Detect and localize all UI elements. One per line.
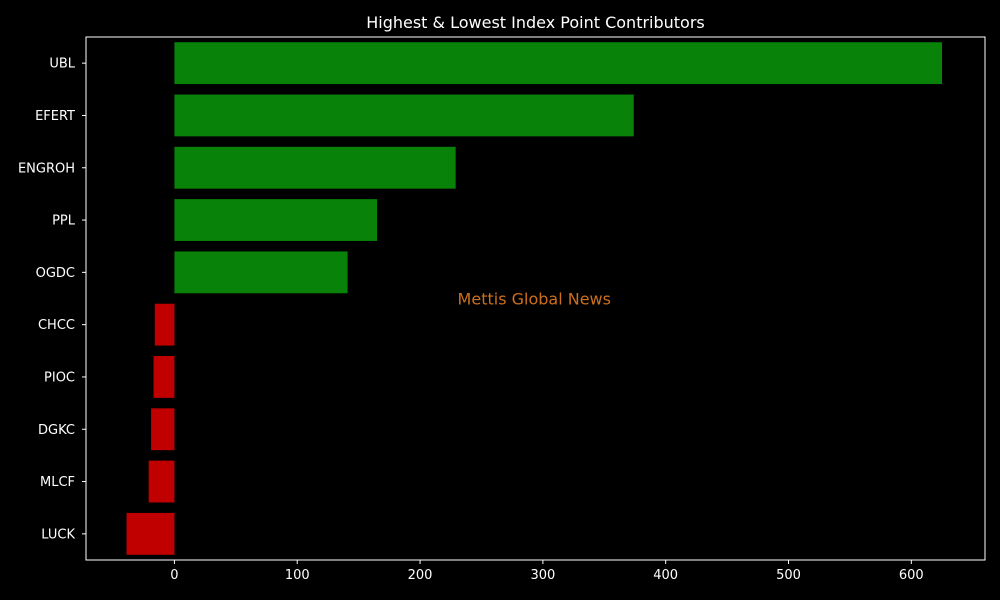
x-tick-label-300: 300 bbox=[530, 568, 555, 583]
bar-pioc bbox=[153, 356, 175, 398]
x-tick-label-500: 500 bbox=[776, 568, 801, 583]
y-tick-label-efert: EFERT bbox=[35, 109, 75, 124]
bar-luck bbox=[126, 512, 175, 555]
y-tick-label-ubl: UBL bbox=[49, 57, 75, 72]
bars-group bbox=[126, 42, 943, 555]
watermark-annotation: Mettis Global News bbox=[458, 290, 611, 309]
bar-ppl bbox=[174, 199, 378, 241]
x-axis: 0 100 200 300 400 500 600 bbox=[170, 560, 924, 583]
y-tick-label-luck: LUCK bbox=[41, 527, 75, 542]
x-tick-label-200: 200 bbox=[408, 568, 433, 583]
y-tick-label-pioc: PIOC bbox=[44, 370, 75, 385]
bar-ogdc bbox=[174, 251, 348, 294]
x-tick-label-100: 100 bbox=[285, 568, 310, 583]
chart-title: Highest & Lowest Index Point Contributor… bbox=[366, 13, 705, 32]
bar-chcc bbox=[154, 303, 175, 346]
y-tick-label-ogdc: OGDC bbox=[36, 266, 75, 281]
y-tick-label-ppl: PPL bbox=[52, 214, 76, 229]
y-tick-label-engroh: ENGROH bbox=[18, 161, 75, 176]
bar-ubl bbox=[174, 42, 943, 85]
x-tick-label-0: 0 bbox=[170, 568, 178, 583]
plot-frame bbox=[85, 36, 986, 561]
y-tick-label-dgkc: DGKC bbox=[38, 423, 75, 438]
bar-efert bbox=[174, 94, 634, 137]
x-tick-label-600: 600 bbox=[899, 568, 924, 583]
bar-dgkc bbox=[151, 408, 175, 451]
y-axis: UBL EFERT ENGROH PPL OGDC CHCC PIOC DGKC MLCF LUC… bbox=[18, 57, 86, 542]
y-tick-label-chcc: CHCC bbox=[38, 318, 75, 333]
bar-mlcf bbox=[148, 460, 175, 503]
y-tick-label-mlcf: MLCF bbox=[40, 475, 75, 490]
bar-engroh bbox=[174, 146, 456, 189]
x-tick-label-400: 400 bbox=[653, 568, 678, 583]
